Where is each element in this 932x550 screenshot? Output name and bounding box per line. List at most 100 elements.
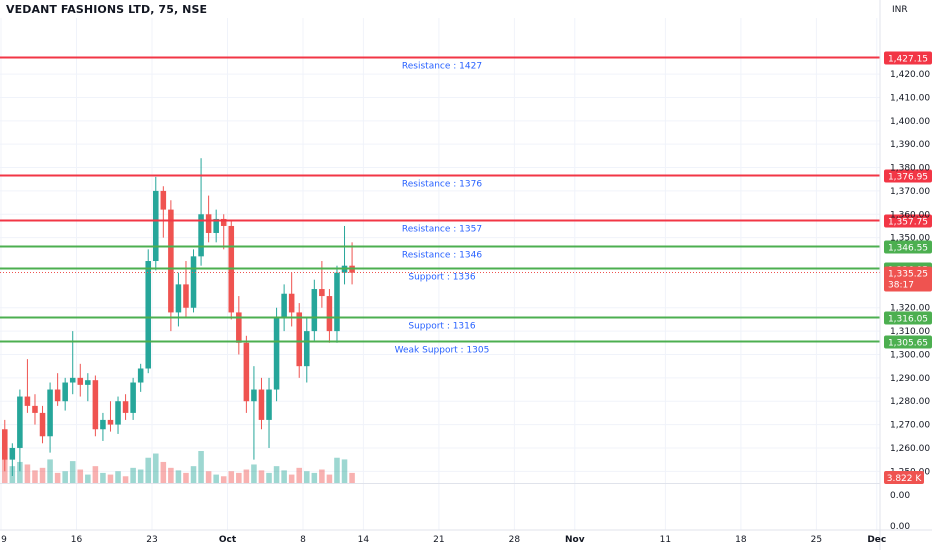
- chart-grid: [0, 18, 880, 530]
- candle-body: [160, 190, 167, 210]
- level-annotation: Resistance : 1346: [402, 251, 482, 261]
- time-tick-label: 23: [146, 535, 157, 545]
- level-price-tag: [884, 311, 932, 325]
- candle-body: [266, 389, 272, 420]
- candle-body: [304, 331, 310, 367]
- volume-bar: [266, 472, 272, 483]
- volume-bar: [54, 472, 61, 483]
- currency-label[interactable]: INR: [892, 5, 908, 15]
- level-price-tag-text: 1,376.95: [888, 173, 928, 183]
- bar-countdown: 38:17: [888, 281, 914, 291]
- last-price-value: 1,335.25: [888, 270, 928, 280]
- volume-bar: [243, 469, 250, 483]
- candle-body: [311, 289, 318, 332]
- volume-bar: [205, 471, 212, 483]
- candle-body: [190, 256, 197, 308]
- candle-body: [236, 312, 242, 343]
- level-annotation: Resistance : 1427: [402, 62, 482, 72]
- volume-bar: [115, 471, 121, 483]
- volume-tick-label: 0.00: [890, 491, 910, 501]
- candle-body: [281, 293, 287, 318]
- volume-bar: [175, 470, 182, 483]
- price-tick-label: 1,350.00: [890, 234, 930, 244]
- candle-body: [168, 209, 174, 313]
- price-tick-label: 1,360.00: [890, 210, 930, 220]
- level-price-tag: [884, 214, 932, 228]
- price-tick-label: 1,290.00: [890, 374, 930, 384]
- volume-bar: [39, 467, 46, 483]
- volume-bar: [258, 470, 265, 483]
- candle-body: [243, 342, 250, 402]
- level-annotation: Support : 1336: [408, 273, 476, 283]
- volume-bar: [288, 474, 295, 483]
- time-tick-label: Nov: [565, 535, 585, 545]
- price-tick-label: 1,380.00: [890, 164, 930, 174]
- volume-bar: [62, 471, 68, 483]
- level-price-tag: [884, 169, 932, 183]
- level-price-tag-text: 1,346.55: [888, 244, 928, 254]
- price-tick-label: 1,270.00: [890, 421, 930, 431]
- volume-bar: [183, 472, 189, 483]
- candle-body: [62, 382, 68, 402]
- volume-bar: [100, 472, 106, 483]
- volume-bar: [168, 467, 174, 483]
- candle-body: [288, 293, 295, 313]
- volume-bar: [236, 472, 242, 483]
- volume-bar: [213, 474, 219, 483]
- volume-bar: [198, 451, 204, 483]
- candle-body: [137, 368, 144, 383]
- volume-bar: [122, 476, 129, 483]
- volume-tag-text: 3.822 K: [887, 474, 923, 484]
- candle-body: [32, 405, 38, 413]
- candle-body: [145, 261, 151, 369]
- price-tick-label: 1,310.00: [890, 327, 930, 337]
- volume-bar: [24, 464, 31, 483]
- time-tick-label: 11: [660, 535, 671, 545]
- time-tick-label: 9: [1, 535, 7, 545]
- price-tick-label: 1,260.00: [890, 444, 930, 454]
- candle-body: [39, 412, 46, 437]
- price-tick-label: 1,390.00: [890, 140, 930, 150]
- level-price-tag-text: 1,427.15: [888, 55, 928, 65]
- candle-body: [213, 218, 219, 233]
- candle-body: [273, 317, 280, 390]
- candle-body: [2, 429, 8, 460]
- price-tick-label: 1,420.00: [890, 70, 930, 80]
- candle-body: [326, 296, 333, 332]
- volume-bar: [296, 467, 302, 483]
- candle-body: [205, 214, 212, 233]
- price-tick-label: 1,280.00: [890, 397, 930, 407]
- time-tick-label: 8: [300, 535, 306, 545]
- volume-bar: [85, 474, 91, 483]
- volume-bar: [326, 474, 333, 483]
- level-annotation: Resistance : 1376: [402, 180, 482, 190]
- level-annotation: Resistance : 1357: [402, 225, 482, 235]
- level-price-tag-text: 1,305.65: [888, 339, 928, 349]
- volume-bar: [160, 461, 167, 483]
- chart-title: VEDANT FASHIONS LTD, 75, NSE: [6, 3, 208, 16]
- candle-body: [92, 380, 99, 430]
- price-tick-label: 1,300.00: [890, 350, 930, 360]
- time-tick-label: 18: [735, 535, 747, 545]
- volume-bar: [304, 471, 310, 483]
- price-tick-label: 1,400.00: [890, 117, 930, 127]
- volume-bar: [107, 474, 114, 483]
- volume-bar: [319, 469, 325, 483]
- volume-bar: [77, 469, 84, 483]
- volume-bar: [17, 461, 23, 483]
- volume-bar: [334, 457, 340, 483]
- volume-bar: [349, 472, 355, 483]
- candle-body: [183, 284, 189, 308]
- time-tick-label: 21: [433, 535, 444, 545]
- time-tick-label: Dec: [867, 535, 886, 545]
- candle-body: [69, 377, 76, 383]
- time-axis: 9 16 23 Oct 8 14 21 28 Nov 11 18 25 Dec: [1, 535, 886, 545]
- candle-body: [17, 396, 23, 448]
- volume-bar: [341, 459, 348, 483]
- price-tick-label: 1,320.00: [890, 304, 930, 314]
- time-tick-label: 28: [509, 535, 521, 545]
- volume-bar: [130, 467, 136, 483]
- level-lines: Resistance : 1427 1,427.15 Resistance : 13…: [0, 51, 932, 356]
